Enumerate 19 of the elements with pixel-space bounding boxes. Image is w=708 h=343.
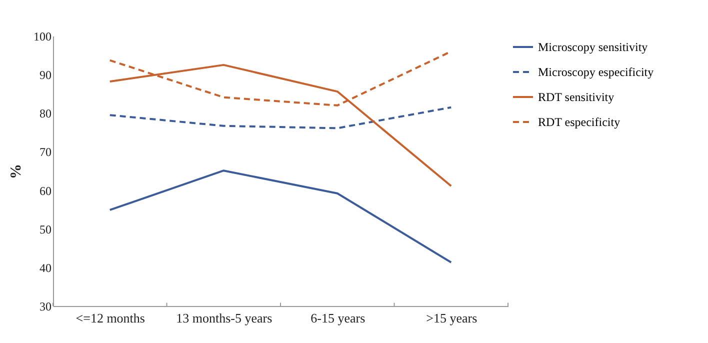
- line-series: [108, 170, 452, 264]
- x-tick-label: 6-15 years: [310, 310, 366, 326]
- y-tick-label: 30: [40, 300, 52, 314]
- y-tick-label: 40: [40, 260, 52, 275]
- legend-label: RDT sensitivity: [538, 90, 614, 104]
- y-tick-label: 100: [34, 30, 52, 44]
- x-tick-label: <=12 months: [76, 310, 145, 326]
- y-tick-label: 50: [40, 222, 52, 236]
- y-tick-label: 90: [40, 68, 52, 82]
- x-tick-label: >15 years: [426, 310, 478, 326]
- legend-label: Microscopy especificity: [538, 65, 654, 79]
- y-tick-label: 80: [40, 106, 52, 121]
- x-tick-label: 13 months-5 years: [176, 310, 272, 326]
- legend-label: RDT especificity: [538, 115, 620, 129]
- y-tick-label: 60: [40, 184, 52, 198]
- y-tick-label: 70: [40, 145, 52, 160]
- line-series: [108, 106, 452, 130]
- legend-label: Microscopy sensitivity: [538, 40, 648, 54]
- y-axis-title: %: [8, 164, 24, 179]
